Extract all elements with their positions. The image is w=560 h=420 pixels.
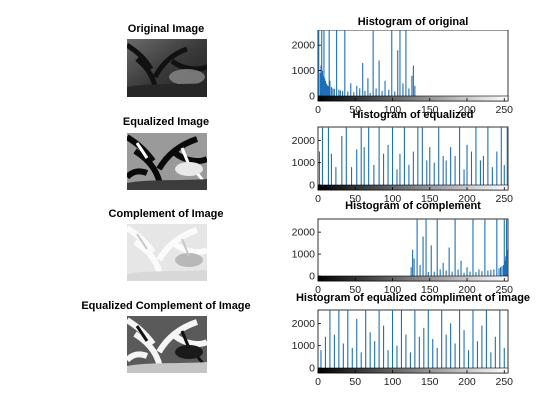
grayscale-colorbar	[317, 184, 509, 191]
x-tick-label: 0	[315, 376, 321, 388]
x-tick-label: 250	[496, 284, 514, 296]
x-tick-label: 150	[421, 104, 439, 116]
x-tick-label: 100	[384, 104, 402, 116]
y-tick-label: 0	[309, 363, 315, 375]
histogram-complement-title: Histogram of complement	[345, 200, 481, 212]
equalized-image	[127, 133, 207, 190]
y-tick-label: 1000	[292, 157, 316, 169]
original-image	[127, 39, 207, 97]
y-tick-label: 1000	[292, 65, 316, 77]
y-tick-label: 0	[309, 271, 315, 283]
x-tick-label: 0	[315, 193, 321, 205]
histogram-equalized-complement-title: Histogram of equalized compliment of ima…	[295, 292, 531, 304]
histogram-original-title: Histogram of original	[357, 16, 469, 28]
x-tick-label: 0	[315, 284, 321, 296]
y-tick-label: 2000	[292, 227, 316, 239]
original-image-title: Original Image	[127, 23, 205, 35]
x-tick-label: 150	[421, 284, 439, 296]
histogram-equalized-title: Histogram of equalized	[352, 109, 474, 121]
x-tick-label: 250	[496, 104, 514, 116]
complement-image	[127, 224, 207, 281]
histogram-original-chart: 0 1000 2000 0 50 100 150 200 250	[292, 30, 514, 116]
x-tick-label: 50	[349, 104, 361, 116]
x-tick-label: 200	[458, 104, 476, 116]
y-tick-label: 2000	[292, 135, 316, 147]
y-tick-label: 1000	[292, 249, 316, 261]
x-tick-label: 200	[458, 193, 476, 205]
grayscale-colorbar	[317, 95, 509, 102]
x-tick-label: 100	[384, 284, 402, 296]
x-tick-label: 150	[421, 193, 439, 205]
y-tick-label: 1000	[292, 340, 316, 352]
x-tick-label: 50	[349, 193, 361, 205]
histogram-complement-chart: 0 1000 2000 0 50 100 150 200 250	[292, 218, 514, 296]
complement-image-title: Complement of Image	[108, 208, 224, 220]
equalized-complement-image	[127, 316, 207, 373]
x-tick-label: 0	[315, 104, 321, 116]
x-tick-label: 50	[349, 284, 361, 296]
equalized-complement-image-title: Equalized Complement of Image	[81, 300, 251, 312]
grayscale-colorbar	[317, 275, 509, 282]
grayscale-colorbar	[317, 367, 509, 374]
x-tick-label: 100	[384, 376, 402, 388]
x-tick-label: 200	[458, 284, 476, 296]
y-tick-label: 0	[309, 180, 315, 192]
y-tick-label: 0	[309, 91, 315, 103]
equalized-image-title: Equalized Image	[122, 116, 210, 128]
histogram-equalized-chart: 0 1000 2000 0 50 100 150 200 250	[292, 126, 514, 205]
x-tick-label: 200	[458, 376, 476, 388]
x-tick-label: 100	[384, 193, 402, 205]
histogram-equalized-complement-chart: 0 1000 2000 0 50 100 150 200 250	[292, 309, 514, 388]
x-tick-label: 150	[421, 376, 439, 388]
y-tick-label: 2000	[292, 318, 316, 330]
plot-area	[317, 309, 509, 374]
y-tick-label: 2000	[292, 40, 316, 52]
x-tick-label: 250	[496, 193, 514, 205]
x-tick-label: 250	[496, 376, 514, 388]
x-tick-label: 50	[349, 376, 361, 388]
